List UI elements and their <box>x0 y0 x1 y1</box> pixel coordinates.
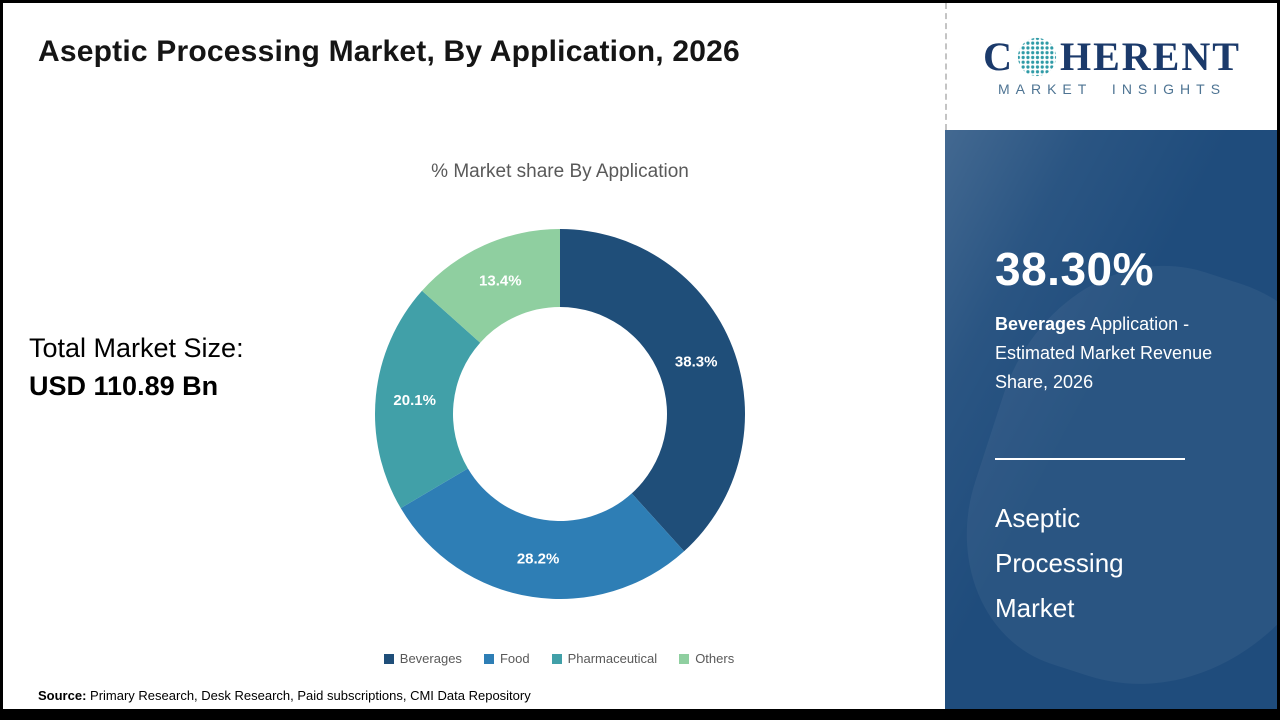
donut-segment-others <box>422 229 560 343</box>
donut-chart: 38.3% 28.2% 20.1% 13.4% <box>374 229 746 600</box>
sidebar-map-texture <box>945 224 1277 709</box>
sidebar-divider <box>995 458 1185 460</box>
source-line: Source: Primary Research, Desk Research,… <box>38 688 531 703</box>
legend-label-pharmaceutical: Pharmaceutical <box>567 651 658 666</box>
donut-segment-beverages <box>560 229 746 552</box>
legend-label-beverages: Beverages <box>399 651 462 666</box>
legend-label-food: Food <box>499 651 530 666</box>
brand-text-suffix: HERENT <box>1059 34 1241 79</box>
legend-swatch-beverages <box>383 653 394 664</box>
legend-item-others: Others <box>679 651 734 666</box>
slice-label-others: 13.4% <box>479 273 522 290</box>
legend-swatch-food <box>483 653 494 664</box>
highlight-description-bold: Beverages <box>995 314 1087 334</box>
donut-chart-wrap: 38.3% 28.2% 20.1% 13.4% <box>374 229 746 600</box>
donut-segment-pharmaceutical <box>374 290 481 509</box>
legend-swatch-pharmaceutical <box>551 653 562 664</box>
slice-label-pharmaceutical: 20.1% <box>393 392 436 409</box>
brand-tagline: MARKET INSIGHTS <box>997 81 1227 97</box>
legend-item-pharmaceutical: Pharmaceutical <box>551 651 658 666</box>
sidebar: 38.30% Beverages Application - Estimated… <box>945 130 1277 709</box>
chart-legend: Beverages Food Pharmaceutical Others <box>179 651 939 666</box>
highlight-value: 38.30% <box>995 243 1155 295</box>
total-market-label: Total Market Size: <box>29 333 244 363</box>
sidebar-market-name: Aseptic Processing Market <box>995 503 1124 623</box>
brand-logo: C HERENT MARKET INSIGHTS <box>945 3 1277 130</box>
chart-title: % Market share By Application <box>431 161 689 182</box>
legend-label-others: Others <box>695 651 735 666</box>
slice-label-beverages: 38.3% <box>675 354 718 371</box>
total-market-value: USD 110.89 Bn <box>29 371 219 401</box>
slice-label-food: 28.2% <box>517 550 560 567</box>
brand-row: C HERENT <box>983 36 1241 78</box>
legend-swatch-others <box>679 653 690 664</box>
legend-item-food: Food <box>483 651 530 666</box>
main-panel: Aseptic Processing Market, By Applicatio… <box>3 3 945 709</box>
source-text: Primary Research, Desk Research, Paid su… <box>86 688 531 703</box>
total-market-block: Total Market Size: USD 110.89 Bn <box>29 329 244 405</box>
brand-text-prefix: C <box>983 34 1014 79</box>
highlight-description-rest: Application - Estimated Market Revenue S… <box>995 314 1213 392</box>
source-label: Source: <box>38 688 87 703</box>
page-title: Aseptic Processing Market, By Applicatio… <box>38 35 740 68</box>
coherent-globe-icon <box>1017 37 1057 77</box>
donut-segment-food <box>400 468 685 600</box>
legend-item-beverages: Beverages <box>383 651 462 666</box>
highlight-description: Beverages Application - Estimated Market… <box>995 310 1223 397</box>
right-column: C HERENT MARKET INSIGHTS 38.30% Beverag <box>945 3 1277 709</box>
